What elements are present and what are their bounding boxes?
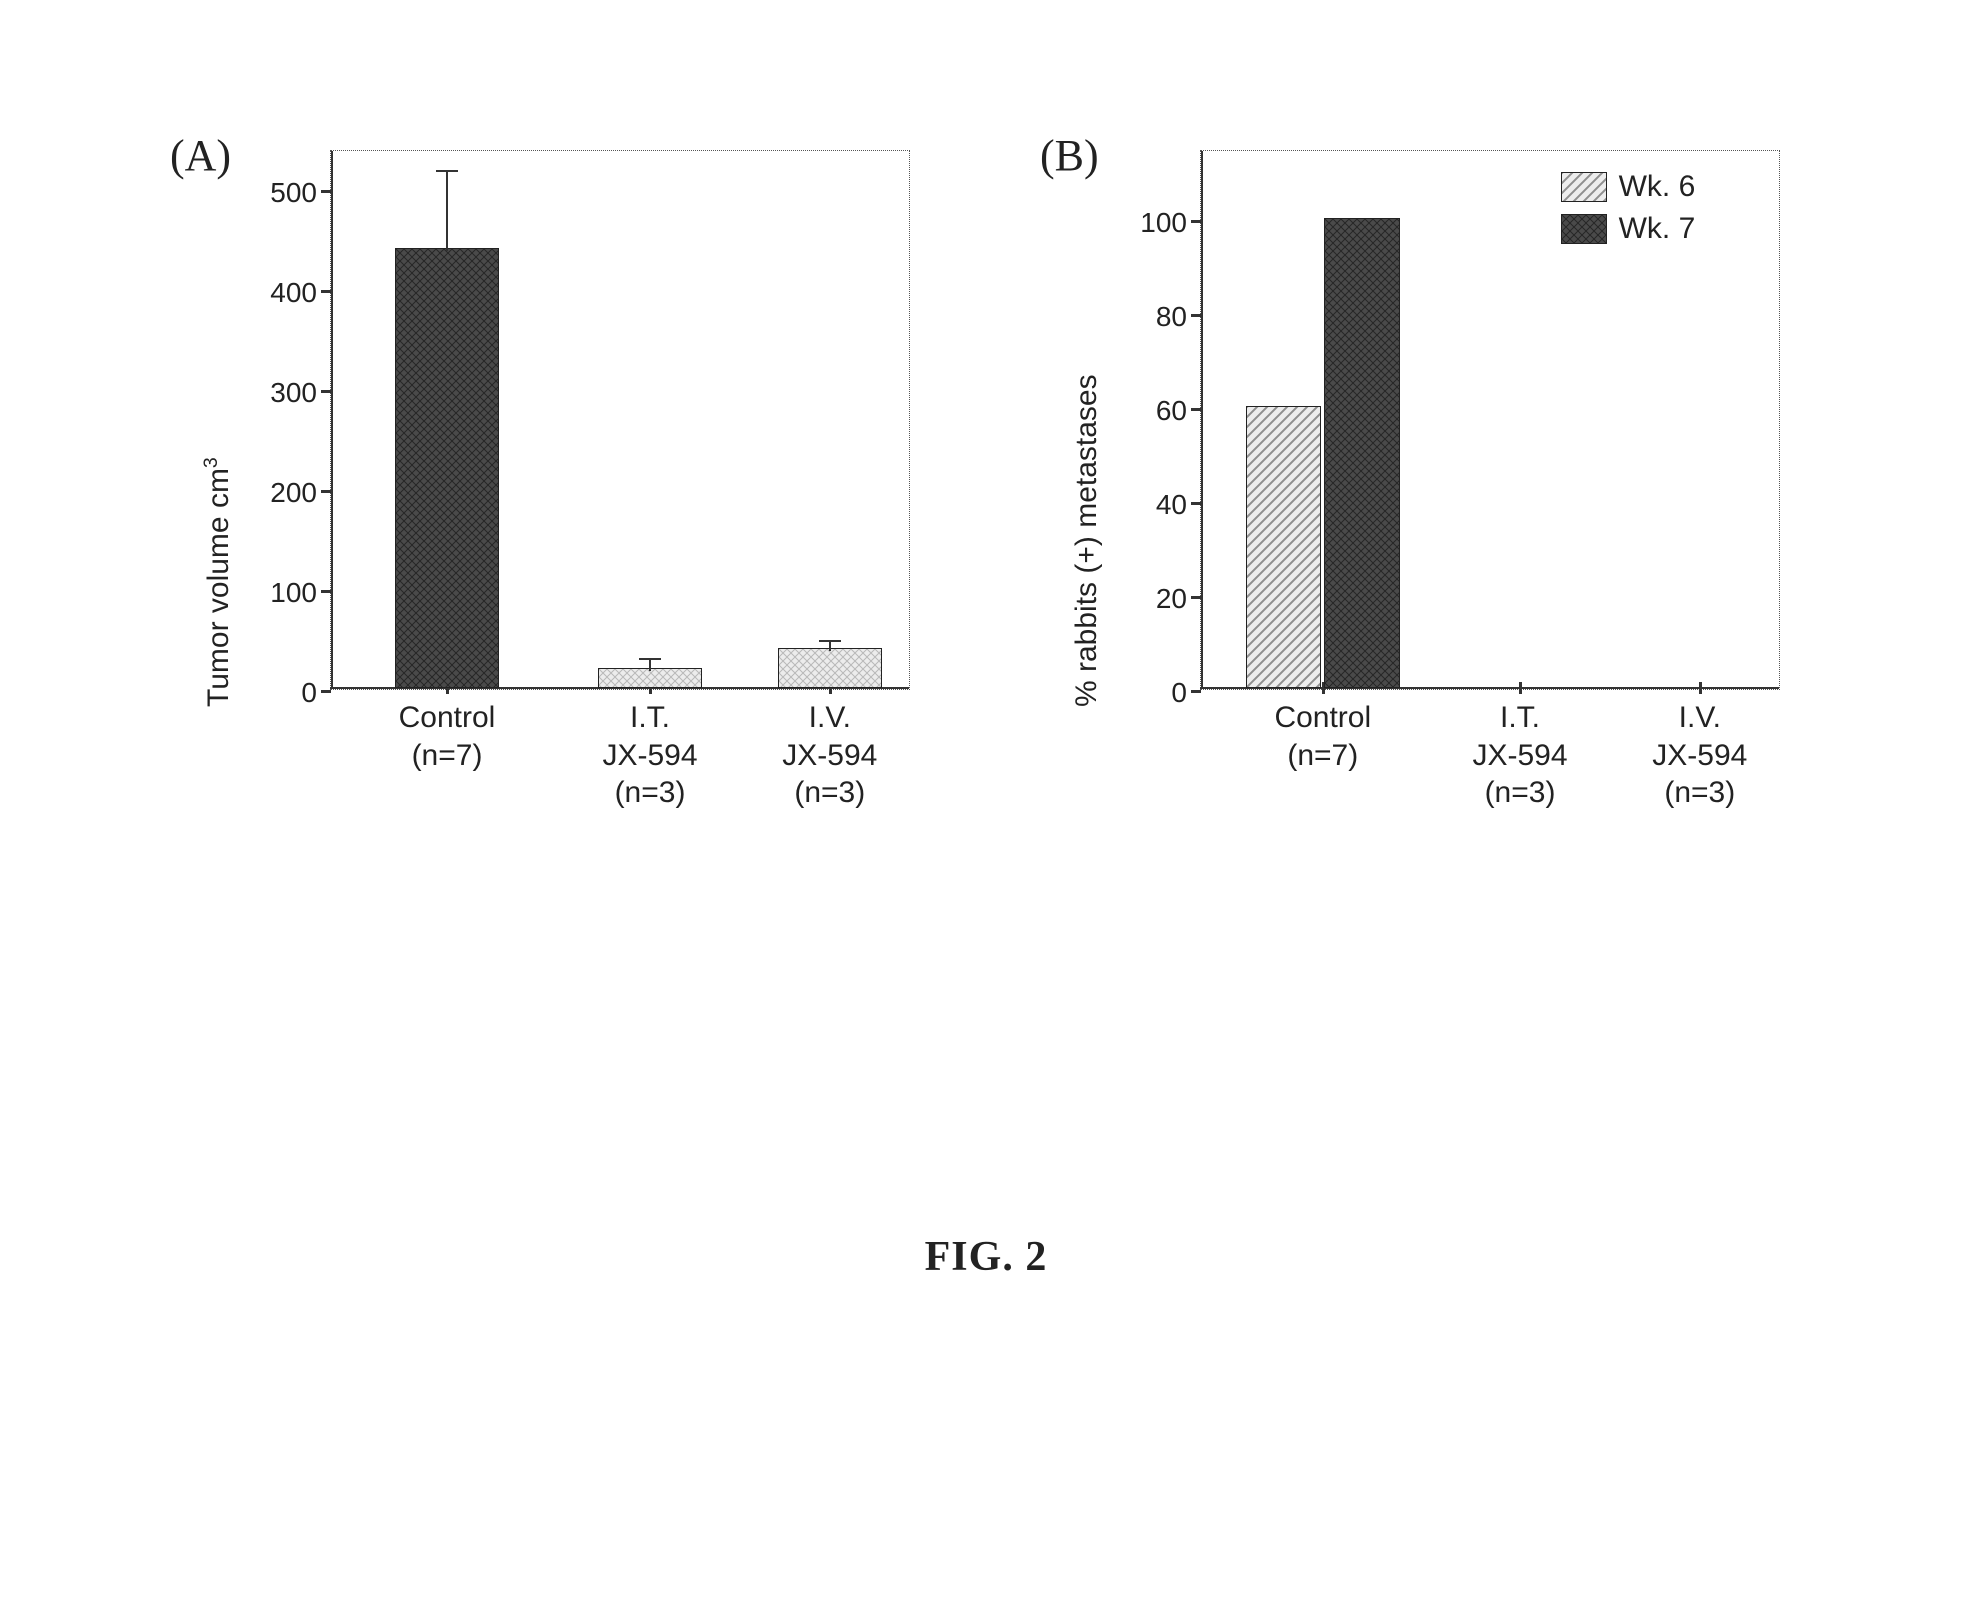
panel-a: Tumor volume cm3 Control(n=7)I.T.JX-594(… [170,150,990,690]
chart-a-xcat: I.T.JX-594(n=3) [560,699,740,812]
chart-a-xcat: Control(n=7) [357,699,537,774]
chart-a-errorbar [649,659,651,671]
chart-b-legend-swatch [1561,172,1607,202]
chart-a-y-axis [331,151,333,689]
chart-b-xcat: Control(n=7) [1233,699,1413,774]
figure-caption: FIG. 2 [0,1233,1972,1281]
chart-b-xtick [1699,682,1702,694]
chart-b-ylabel: % rabbits (+) metastases [1070,374,1104,707]
chart-a-errorbar [829,641,831,651]
chart-b-legend-item: Wk. 7 [1561,212,1696,246]
chart-a-ylabel: Tumor volume cm3 [200,457,236,707]
chart-a-bar [395,248,499,688]
chart-b-xcat: I.T.JX-594(n=3) [1430,699,1610,812]
chart-b-legend-label: Wk. 7 [1619,212,1696,246]
chart-a-bar [598,668,702,688]
chart-b-xtick [1519,682,1522,694]
chart-b-bar-wk7 [1324,218,1399,688]
chart-a-xcat: I.V.JX-594(n=3) [740,699,920,812]
chart-b-legend-item: Wk. 6 [1561,170,1696,204]
figure-2-container: (A) (B) Tumor volume cm3 Control(n=7)I.T… [0,0,1972,1611]
chart-b-legend-swatch [1561,214,1607,244]
chart-b-bar-wk6 [1246,406,1321,688]
chart-b-legend: Wk. 6 Wk. 7 [1561,162,1696,254]
chart-b-xcat: I.V.JX-594(n=3) [1610,699,1790,812]
chart-b-plot: Control(n=7)I.T.JX-594(n=3)I.V.JX-594(n=… [1200,150,1780,690]
panel-b: % rabbits (+) metastases Control(n=7)I.T… [1040,150,1860,690]
chart-a-plot: Control(n=7)I.T.JX-594(n=3)I.V.JX-594(n=… [330,150,910,690]
chart-a-errorbar [446,171,448,251]
chart-b-legend-label: Wk. 6 [1619,170,1696,204]
chart-a-bar [778,648,882,688]
chart-b-y-axis [1201,151,1203,689]
